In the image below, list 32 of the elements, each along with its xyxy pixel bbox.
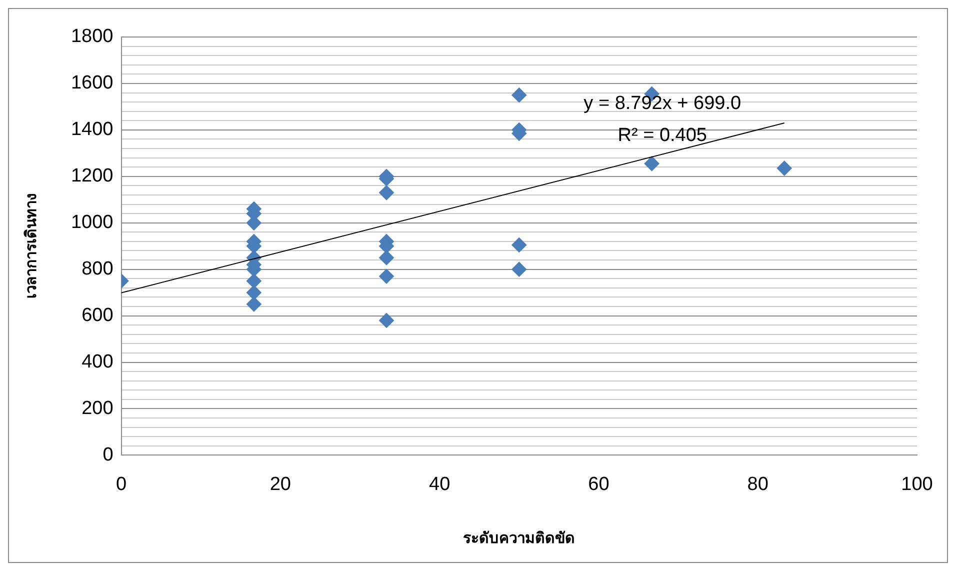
y-axis-title: เวลาการเดินทาง [22,194,40,299]
point [246,273,262,288]
y-tick-label: 400 [82,352,114,372]
point [776,160,792,176]
x-tick-label: 60 [588,474,610,495]
annotation: R² = 0.405 [618,125,707,146]
x-tick-label: 20 [270,474,291,495]
y-tick-label: 600 [82,305,114,326]
point [246,296,262,312]
y-tick-label: 200 [82,398,114,419]
x-tick-label: 100 [901,474,933,495]
x-tick-label: 40 [428,474,450,495]
y-tick-label: 0 [102,444,114,466]
point [378,312,394,328]
point [378,268,394,284]
y-tick-label: 1400 [70,119,114,140]
y-tick-label: 1600 [70,72,114,94]
x-tick-label: 80 [747,474,768,495]
y-tick-label: 1000 [70,212,114,234]
x-tick-label: 0 [116,474,127,495]
point [378,250,394,266]
y-tick-label: 1200 [70,166,114,187]
point [512,88,527,103]
x-axis-title: ระดับความติดขัด [463,528,576,547]
point [512,237,527,252]
y-tick-label: 800 [82,258,114,280]
point [512,262,527,277]
point [246,285,262,300]
annotation: y = 8.792x + 699.0 [584,93,742,114]
point [644,156,660,172]
y-tick-label: 1800 [70,26,114,48]
point [378,185,394,200]
